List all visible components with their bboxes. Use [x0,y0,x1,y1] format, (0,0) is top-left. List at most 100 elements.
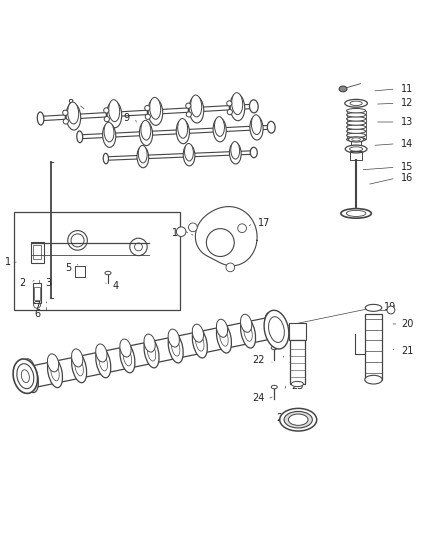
Ellipse shape [138,146,147,163]
Bar [31,241,44,263]
Circle shape [104,117,110,122]
Ellipse shape [102,123,116,148]
Circle shape [186,103,191,108]
Ellipse shape [339,86,347,92]
Text: 24: 24 [252,393,265,403]
Circle shape [63,110,68,115]
Bar [33,282,42,303]
Ellipse shape [189,96,204,123]
Ellipse shape [346,129,366,133]
Ellipse shape [240,314,252,332]
Ellipse shape [107,101,122,128]
Ellipse shape [71,349,83,367]
Circle shape [387,306,395,314]
Polygon shape [195,207,257,266]
Ellipse shape [168,332,183,363]
Ellipse shape [346,112,366,117]
Text: 6: 6 [35,309,41,319]
Ellipse shape [47,357,63,387]
Circle shape [186,112,191,117]
Text: 18: 18 [172,228,184,238]
Ellipse shape [240,317,256,348]
Ellipse shape [346,117,366,121]
Ellipse shape [176,119,190,144]
Ellipse shape [120,339,131,357]
Text: 13: 13 [401,117,413,127]
Ellipse shape [37,112,44,125]
Text: 3: 3 [45,278,51,288]
Ellipse shape [23,359,35,377]
Ellipse shape [230,142,241,164]
Text: 7: 7 [34,301,41,311]
Text: 16: 16 [401,173,413,183]
Ellipse shape [96,347,111,378]
Text: 2: 2 [19,278,25,288]
Ellipse shape [280,408,317,431]
Ellipse shape [216,322,231,353]
Ellipse shape [345,145,367,153]
Ellipse shape [213,118,226,142]
Ellipse shape [346,121,366,125]
Text: 4: 4 [113,281,119,291]
Ellipse shape [150,98,161,119]
Circle shape [238,224,247,232]
Ellipse shape [341,208,371,218]
Text: 15: 15 [401,162,413,172]
Bar [365,314,382,379]
Bar [75,265,85,277]
Ellipse shape [47,354,59,372]
Ellipse shape [346,125,366,130]
Ellipse shape [13,359,38,393]
Bar [290,341,305,384]
Text: 25: 25 [291,381,303,391]
Ellipse shape [284,411,312,428]
Ellipse shape [66,103,81,130]
Circle shape [63,119,68,124]
Text: 17: 17 [258,218,271,228]
Ellipse shape [104,122,114,142]
Text: 11: 11 [401,84,413,94]
Ellipse shape [232,93,243,115]
Text: 12: 12 [401,98,413,108]
Bar [351,140,361,147]
Ellipse shape [144,337,159,368]
Circle shape [177,227,186,237]
Ellipse shape [139,122,152,146]
Text: 23: 23 [289,355,301,365]
Bar [33,245,41,259]
Ellipse shape [109,100,120,122]
Ellipse shape [365,375,382,384]
Ellipse shape [137,147,148,168]
Ellipse shape [264,310,289,349]
Text: 21: 21 [401,346,413,357]
Ellipse shape [183,144,195,166]
Ellipse shape [250,100,258,113]
Bar [14,212,180,310]
Circle shape [227,109,233,115]
Bar [289,323,306,341]
Bar [34,287,40,301]
Circle shape [226,263,235,272]
Ellipse shape [267,122,275,133]
Ellipse shape [77,131,83,143]
Ellipse shape [271,346,277,350]
Ellipse shape [230,94,245,120]
Circle shape [227,101,232,106]
Ellipse shape [345,99,367,107]
Ellipse shape [346,133,366,138]
Ellipse shape [251,115,261,134]
Ellipse shape [120,342,135,373]
Ellipse shape [250,116,263,140]
Ellipse shape [192,327,207,358]
Ellipse shape [365,304,382,311]
Text: 10: 10 [149,101,162,111]
Bar [350,151,362,160]
Ellipse shape [215,117,224,136]
Text: 26: 26 [276,413,289,423]
Circle shape [206,229,234,256]
Text: 1: 1 [5,257,11,267]
Ellipse shape [231,142,240,159]
Ellipse shape [103,154,109,164]
Ellipse shape [184,143,193,161]
Ellipse shape [96,344,107,362]
